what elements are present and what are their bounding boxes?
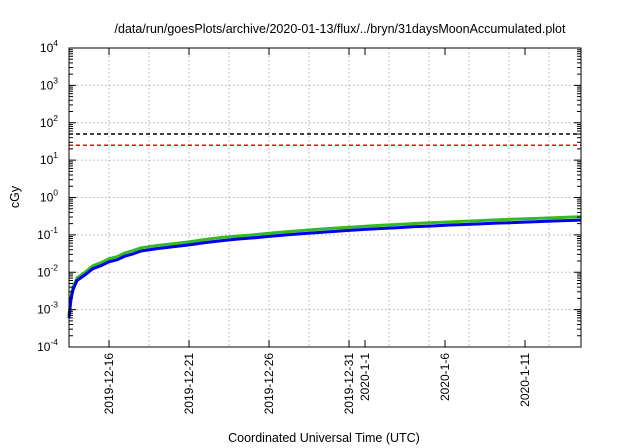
series-line [67,218,582,319]
y-tick-label: 100 [40,188,58,205]
x-tick-label: 2019-12-26 [262,353,276,415]
reference-lines [69,133,581,147]
x-tick-label: 2019-12-21 [182,353,196,415]
x-tick-labels: 2019-12-16 2019-12-21 2019-12-26 2019-12-31… [102,353,532,415]
y-tick-label: 101 [40,150,58,167]
chart-title: /data/run/goesPlots/archive/2020-01-13/f… [115,22,566,36]
series-lines [67,215,582,319]
y-tick-label: 10-2 [37,262,58,279]
x-axis-label: Coordinated Universal Time (UTC) [228,431,420,445]
y-tick-label: 10-3 [37,300,58,317]
y-tick-label: 10-4 [37,337,58,354]
x-tick-label: 2020-1-1 [358,353,372,401]
series-line [67,215,582,316]
y-tick-labels: 10-4 10-3 10-2 10-1 100 101 102 103 104 [37,38,58,354]
x-tick-label: 2020-1-6 [438,353,452,401]
x-tick-label: 2019-12-31 [342,353,356,415]
x-tick-label: 2020-1-11 [518,353,532,407]
y-tick-label: 103 [40,75,58,92]
grid [69,48,581,347]
y-tick-label: 102 [40,113,58,130]
y-axis-label: cGy [8,185,22,208]
x-tick-label: 2019-12-16 [102,353,116,415]
y-tick-label: 10-1 [37,225,58,242]
y-tick-label: 104 [40,38,58,55]
axis-ticks [69,47,581,348]
